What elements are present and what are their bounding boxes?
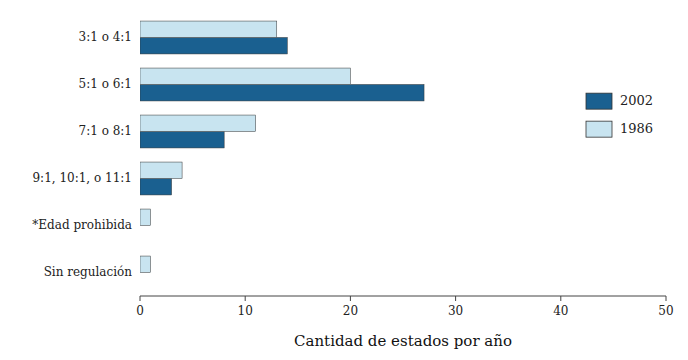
category-label: *Edad prohibida bbox=[32, 218, 132, 232]
legend-swatch bbox=[586, 93, 612, 109]
bars bbox=[140, 21, 424, 272]
bar bbox=[140, 115, 256, 131]
x-tick-label: 20 bbox=[343, 304, 358, 318]
chart: 3:1 o 4:1 5:1 o 6:1 7:1 o 8:1 9:1, 10:1, o … bbox=[0, 0, 688, 360]
category-label: 5:1 o 6:1 bbox=[79, 77, 132, 91]
x-tick bbox=[350, 296, 351, 301]
x-axis-line bbox=[140, 296, 666, 297]
x-tick bbox=[560, 296, 561, 301]
bar bbox=[140, 273, 141, 289]
bar bbox=[140, 256, 151, 272]
bar bbox=[140, 209, 151, 225]
x-tick bbox=[140, 296, 141, 301]
bar bbox=[140, 179, 172, 195]
category-label: 9:1, 10:1, o 11:1 bbox=[32, 171, 132, 185]
x-tick bbox=[245, 296, 246, 301]
x-tick bbox=[455, 296, 456, 301]
legend-label: 1986 bbox=[620, 121, 653, 136]
x-tick-label: 30 bbox=[448, 304, 463, 318]
x-tick-label: 40 bbox=[553, 304, 568, 318]
bar bbox=[140, 162, 182, 178]
legend-swatch bbox=[586, 121, 612, 137]
x-tick bbox=[666, 296, 667, 301]
x-axis-label: Cantidad de estados por año bbox=[294, 332, 512, 350]
bar bbox=[140, 21, 277, 37]
legend: 2002 1986 bbox=[586, 93, 653, 138]
x-tick-label: 10 bbox=[238, 304, 253, 318]
category-label: Sin regulación bbox=[44, 265, 133, 279]
bar bbox=[140, 226, 141, 242]
x-tick-label: 50 bbox=[658, 304, 673, 318]
bar bbox=[140, 85, 424, 101]
category-label: 3:1 o 4:1 bbox=[79, 30, 132, 44]
chart-container: 3:1 o 4:1 5:1 o 6:1 7:1 o 8:1 9:1, 10:1, o … bbox=[0, 0, 688, 360]
category-label: 7:1 o 8:1 bbox=[79, 124, 132, 138]
legend-label: 2002 bbox=[620, 93, 653, 108]
bar bbox=[140, 68, 350, 84]
bar bbox=[140, 38, 287, 54]
x-tick-label: 0 bbox=[136, 304, 144, 318]
bar bbox=[140, 132, 224, 148]
